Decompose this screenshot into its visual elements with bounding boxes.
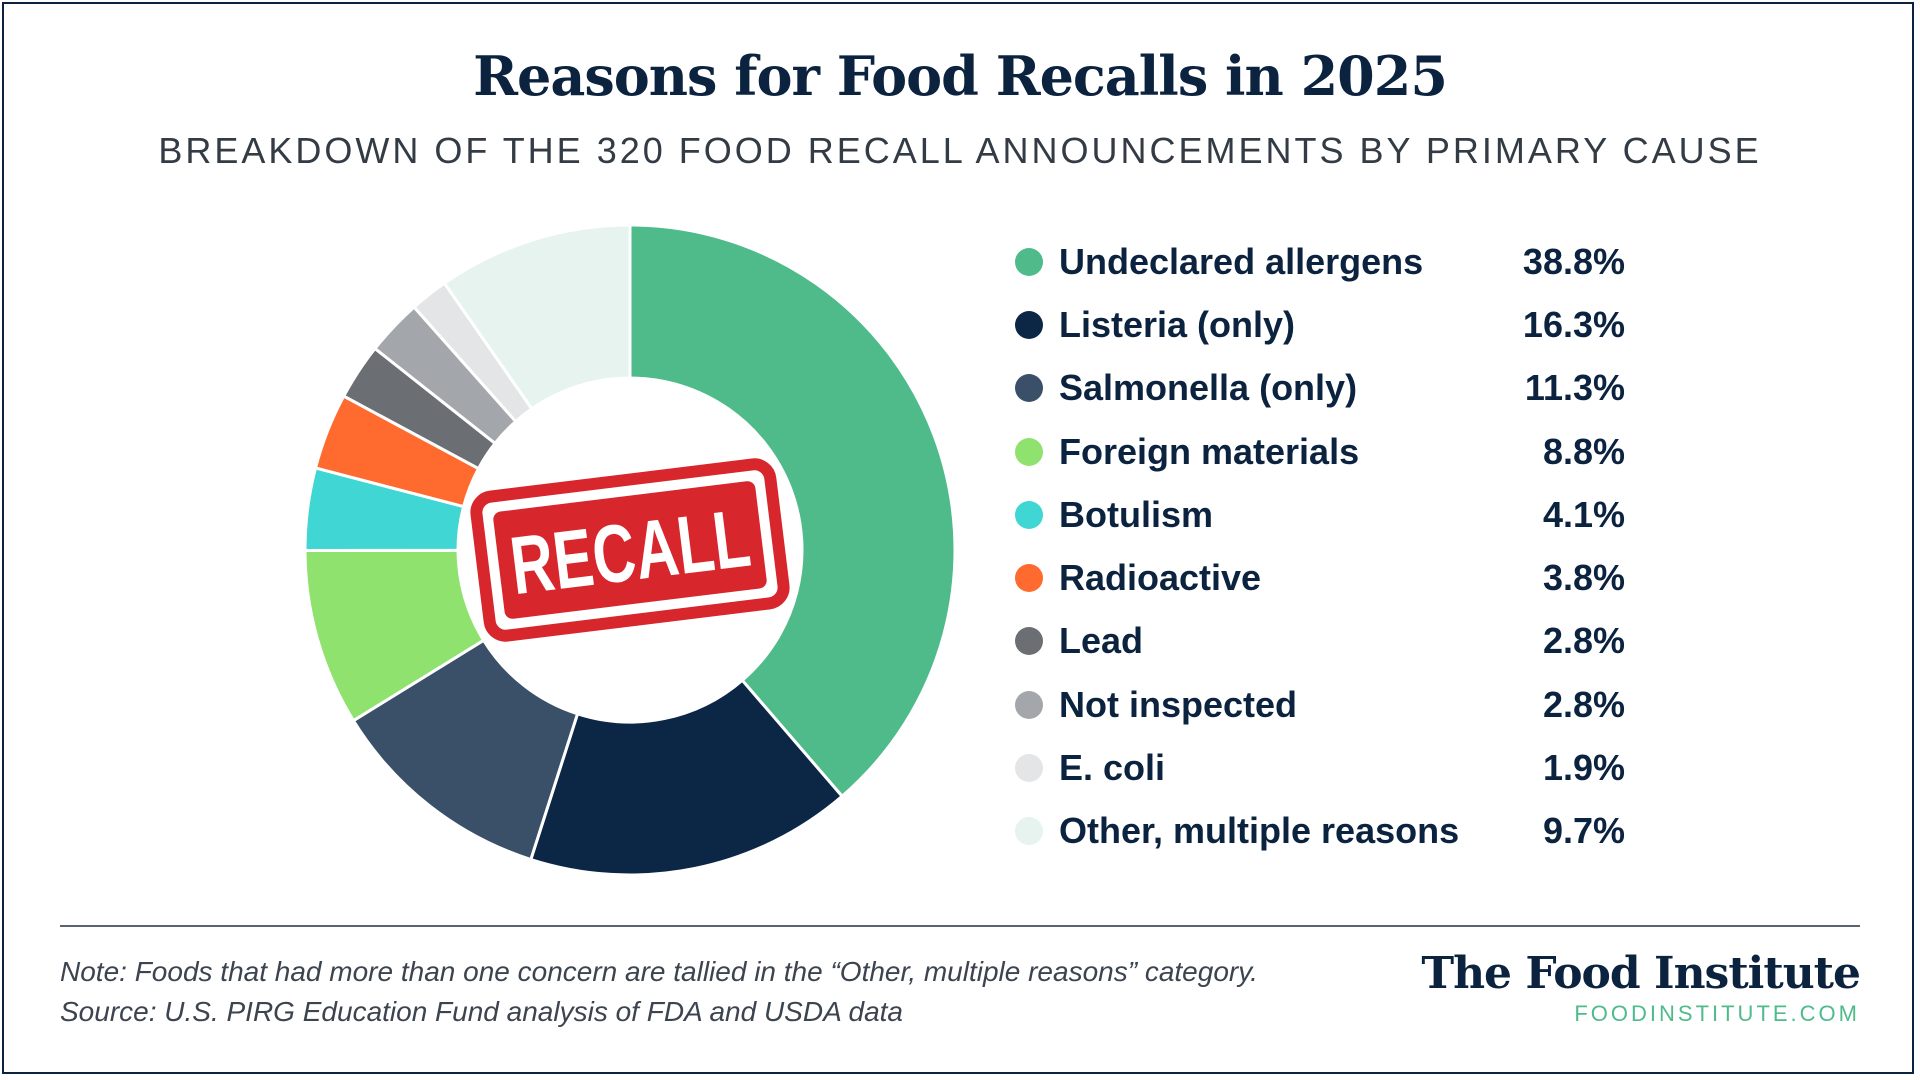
legend-swatch [1015,690,1043,719]
legend-item-salmonella-only: Salmonella (only) 11.3% [1015,357,1625,420]
legend-label: Radioactive [1059,557,1262,599]
legend-label: Salmonella (only) [1059,367,1358,409]
legend-value: 11.3% [1524,367,1625,409]
legend-swatch [1015,817,1043,846]
legend-label: Other, multiple reasons [1059,810,1460,852]
legend-value: 4.1% [1542,493,1625,535]
brand-logo: The Food Institute FOODINSTITUTE.COM [1421,948,1861,1027]
legend-value: 1.9% [1542,747,1625,789]
legend-item-listeria-only: Listeria (only) 16.3% [1015,293,1625,356]
chart-legend: Undeclared allergens 38.8% Listeria (only)… [1015,230,1625,863]
footer-divider [60,925,1860,927]
chart-subtitle: BREAKDOWN OF THE 320 FOOD RECALL ANNOUNC… [158,130,1762,171]
donut-slices [303,223,957,877]
legend-value: 2.8% [1542,683,1625,725]
legend-swatch [1015,374,1043,403]
legend-value: 8.8% [1542,430,1625,472]
legend-value: 16.3% [1522,303,1625,345]
recall-stamp-icon: RECALL [470,458,790,642]
legend-item-e-coli: E. coli 1.9% [1015,736,1625,799]
legend-swatch [1015,247,1043,276]
legend-value: 2.8% [1542,620,1625,662]
legend-label: Not inspected [1059,683,1298,725]
legend-swatch [1015,754,1043,783]
legend-item-not-inspected: Not inspected 2.8% [1015,673,1625,736]
brand-url: FOODINSTITUTE.COM [1574,1001,1860,1026]
legend-label: Foreign materials [1059,430,1360,472]
donut-slice-other-multiple-reasons [442,223,632,411]
brand-name: The Food Institute [1421,948,1861,999]
legend-swatch [1015,437,1043,466]
legend-label: E. coli [1059,747,1166,789]
legend-item-undeclared-allergens: Undeclared allergens 38.8% [1015,230,1625,293]
footnote: Note: Foods that had more than one conce… [60,956,1258,987]
legend-item-lead: Lead 2.8% [1015,610,1625,673]
source-note: Source: U.S. PIRG Education Fund analysi… [60,996,903,1027]
legend-swatch [1015,627,1043,656]
chart-title: Reasons for Food Recalls in 2025 [473,44,1448,108]
legend-swatch [1015,564,1043,593]
legend-item-radioactive: Radioactive 3.8% [1015,546,1625,609]
legend-item-botulism: Botulism 4.1% [1015,483,1625,546]
legend-label: Lead [1059,620,1144,662]
donut-slice-listeria-only [528,678,845,877]
legend-swatch [1015,310,1043,339]
donut-chart: RECALL [303,223,957,877]
legend-value: 9.7% [1542,810,1625,852]
legend-value: 3.8% [1542,557,1625,599]
legend-item-foreign-materials: Foreign materials 8.8% [1015,420,1625,483]
legend-label: Listeria (only) [1059,303,1296,345]
legend-swatch [1015,500,1043,529]
legend-label: Undeclared allergens [1059,240,1424,282]
legend-value: 38.8% [1522,240,1625,282]
legend-item-other-multiple-reasons: Other, multiple reasons 9.7% [1015,800,1625,863]
donut-slice-undeclared-allergens [628,223,957,799]
legend-label: Botulism [1059,493,1214,535]
